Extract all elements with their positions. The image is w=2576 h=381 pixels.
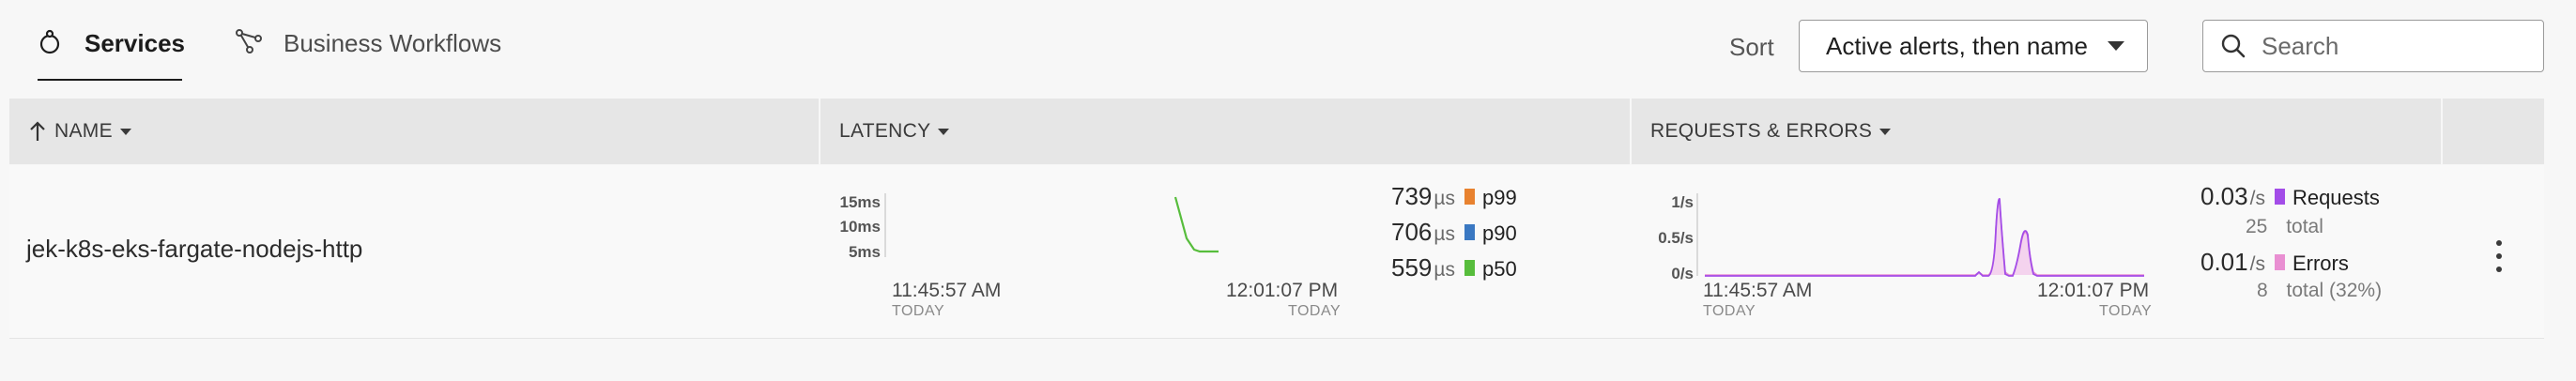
requests-label: Requests bbox=[2292, 186, 2380, 209]
latency-y-tick: 15ms bbox=[839, 193, 881, 211]
requests-day-start: TODAY bbox=[1703, 303, 1756, 319]
column-header-requests-errors[interactable]: REQUESTS & ERRORS bbox=[1650, 99, 1892, 164]
latency-p99-label: p99 bbox=[1482, 186, 1517, 209]
errors-rate-value: 0.01 bbox=[2200, 248, 2248, 276]
tab-services[interactable]: Services bbox=[36, 26, 185, 83]
requests-rate: 0.03 /s Requests bbox=[2200, 182, 2380, 211]
sort-selected-value: Active alerts, then name bbox=[1826, 31, 2088, 60]
kebab-dot bbox=[2496, 267, 2502, 272]
requests-errors-sparkline bbox=[1696, 193, 2144, 277]
requests-legend-swatch bbox=[2274, 189, 2285, 205]
errors-rate-unit: /s bbox=[2249, 253, 2265, 275]
requests-y-tick: 1/s bbox=[1671, 193, 1694, 211]
requests-time-start: 11:45:57 AM bbox=[1703, 280, 1813, 301]
requests-total-count: 25 bbox=[2246, 216, 2268, 237]
errors-rate: 0.01 /s Errors bbox=[2200, 248, 2349, 277]
requests-day-end: TODAY bbox=[2099, 303, 2153, 319]
p90-legend-swatch bbox=[1464, 224, 1475, 240]
kebab-dot bbox=[2496, 240, 2502, 246]
latency-day-start: TODAY bbox=[892, 303, 945, 319]
latency-time-end: 12:01:07 PM bbox=[1226, 280, 1339, 301]
column-header-name[interactable]: NAME bbox=[28, 99, 131, 164]
tab-business-workflows[interactable]: Business Workflows bbox=[235, 26, 501, 83]
latency-p50: 559 µs p50 bbox=[1391, 253, 1517, 282]
arrow-up-icon bbox=[30, 121, 45, 141]
column-header-requests-errors-label: REQUESTS & ERRORS bbox=[1650, 120, 1873, 142]
errors-total-label: total (32%) bbox=[2286, 280, 2383, 301]
search-input[interactable] bbox=[2260, 30, 2536, 62]
requests-total: 25 total bbox=[2246, 216, 2323, 238]
tab-business-workflows-label: Business Workflows bbox=[284, 29, 502, 57]
requests-y-tick: 0.5/s bbox=[1658, 229, 1694, 247]
column-divider bbox=[1630, 99, 1632, 164]
table-header: NAME LATENCY REQUESTS & ERRORS bbox=[9, 99, 2544, 164]
active-tab-indicator bbox=[38, 79, 182, 81]
service-name-link[interactable]: jek-k8s-eks-fargate-nodejs-http bbox=[26, 235, 363, 263]
latency-p50-label: p50 bbox=[1482, 257, 1517, 281]
caret-down-icon bbox=[119, 128, 131, 135]
sort-dropdown[interactable]: Active alerts, then name bbox=[1799, 20, 2148, 72]
search-box[interactable] bbox=[2202, 20, 2544, 72]
column-divider bbox=[819, 99, 820, 164]
chevron-down-icon bbox=[2108, 41, 2124, 51]
caret-down-icon bbox=[1879, 128, 1892, 135]
p99-legend-swatch bbox=[1464, 189, 1475, 205]
column-header-latency[interactable]: LATENCY bbox=[839, 99, 950, 164]
latency-time-start: 11:45:57 AM bbox=[892, 280, 1002, 301]
table-row[interactable]: jek-k8s-eks-fargate-nodejs-http 15ms 10m… bbox=[9, 165, 2544, 339]
latency-p90-value: 706 bbox=[1391, 218, 1433, 246]
errors-total: 8 total (32%) bbox=[2257, 280, 2382, 302]
search-icon bbox=[2221, 34, 2246, 58]
requests-total-label: total bbox=[2286, 216, 2323, 237]
latency-p90: 706 µs p90 bbox=[1391, 218, 1517, 247]
sort-label: Sort bbox=[1729, 33, 1774, 61]
row-actions-menu-icon[interactable] bbox=[2488, 240, 2510, 272]
latency-p99-value: 739 bbox=[1391, 182, 1433, 210]
column-divider bbox=[2441, 99, 2443, 164]
caret-down-icon bbox=[938, 128, 950, 135]
requests-rate-unit: /s bbox=[2249, 188, 2265, 209]
latency-p50-unit: µs bbox=[1434, 259, 1455, 281]
tab-services-label: Services bbox=[84, 29, 185, 57]
latency-p90-label: p90 bbox=[1482, 221, 1517, 245]
latency-p50-value: 559 bbox=[1391, 253, 1433, 282]
requests-rate-value: 0.03 bbox=[2200, 182, 2248, 210]
latency-sparkline bbox=[884, 193, 1219, 257]
p50-legend-swatch bbox=[1464, 260, 1475, 276]
workflow-icon bbox=[236, 29, 262, 53]
column-header-latency-label: LATENCY bbox=[839, 120, 931, 142]
latency-p99-unit: µs bbox=[1434, 188, 1455, 209]
latency-y-tick: 5ms bbox=[848, 243, 881, 261]
services-icon bbox=[39, 29, 60, 54]
requests-y-tick: 0/s bbox=[1671, 265, 1694, 282]
latency-day-end: TODAY bbox=[1288, 303, 1342, 319]
latency-p90-unit: µs bbox=[1434, 223, 1455, 245]
errors-label: Errors bbox=[2292, 251, 2349, 275]
kebab-dot bbox=[2496, 253, 2502, 259]
requests-time-end: 12:01:07 PM bbox=[2037, 280, 2150, 301]
latency-y-tick: 10ms bbox=[839, 218, 881, 236]
top-bar: Services Business Workflows Sort Active … bbox=[0, 0, 2576, 94]
latency-p99: 739 µs p99 bbox=[1391, 182, 1517, 211]
errors-total-count: 8 bbox=[2257, 280, 2268, 301]
column-header-name-label: NAME bbox=[54, 120, 113, 142]
errors-legend-swatch bbox=[2274, 254, 2285, 270]
